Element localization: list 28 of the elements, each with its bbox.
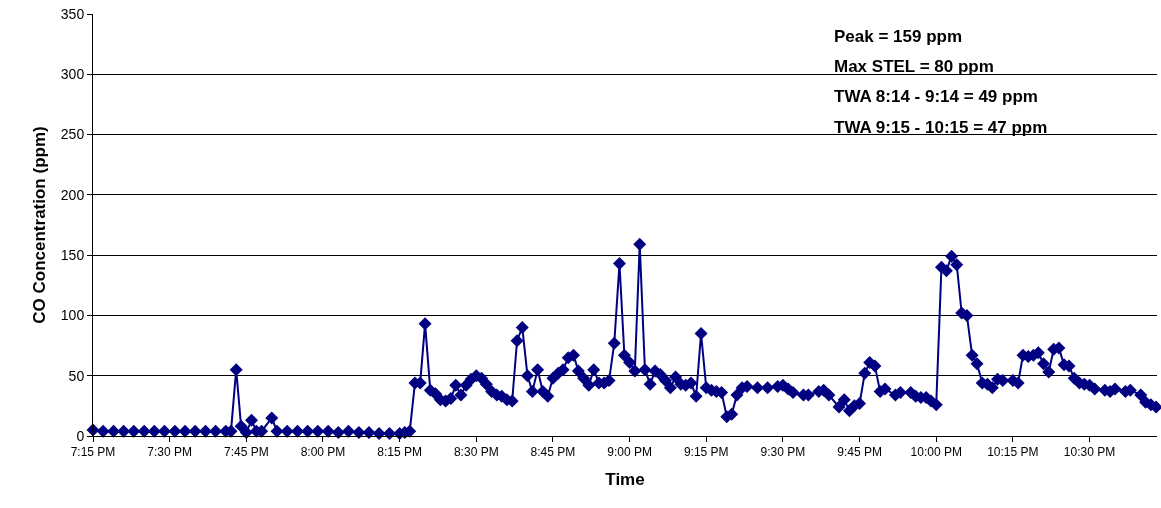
x-tick-label: 10:15 PM [987,445,1039,460]
y-tick-label: 0 [76,427,85,444]
y-tick-label: 350 [60,5,85,22]
x-tick-label: 9:30 PM [760,445,806,460]
x-tick-label: 9:15 PM [683,445,729,460]
x-tick-label: 9:45 PM [837,445,882,460]
y-tick-label: 100 [60,307,85,324]
x-tick-label: 8:45 PM [530,445,576,460]
x-axis-title: Time [605,469,645,489]
x-tick-label: 10:30 PM [1063,445,1116,460]
x-tick-label: 8:15 PM [377,445,422,460]
y-tick-label: 200 [60,186,85,203]
annotation: TWA 9:15 - 10:15 = 47 ppm [834,118,1048,137]
annotation: Max STEL = 80 ppm [834,57,994,76]
x-tick-label: 7:45 PM [223,445,269,460]
annotation: Peak = 159 ppm [834,27,963,46]
y-axis-title: CO Concentration (ppm) [30,126,50,324]
x-tick-label: 8:30 PM [453,445,499,460]
y-tick-label: 300 [60,66,85,83]
annotation: TWA 8:14 - 9:14 = 49 ppm [834,87,1038,106]
x-tick-label: 10:00 PM [910,445,962,460]
y-tick-label: 250 [60,126,85,143]
x-tick-label: 7:30 PM [147,445,193,460]
x-tick-label: 7:15 PM [70,445,116,460]
y-tick-label: 50 [68,367,85,384]
y-tick-label: 150 [60,247,85,264]
x-tick-label: 8:00 PM [300,445,346,460]
x-tick-label: 9:00 PM [607,445,652,460]
